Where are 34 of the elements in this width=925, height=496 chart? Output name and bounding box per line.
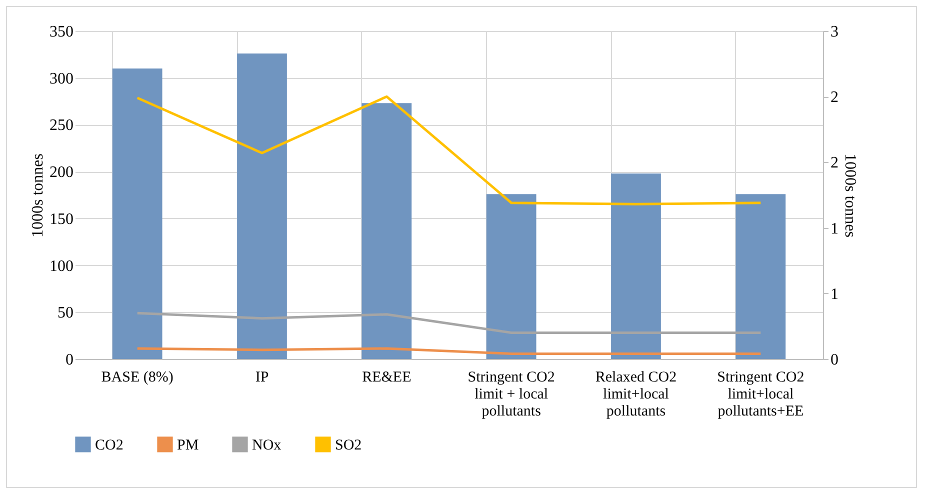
x-tick-label: RE&EE <box>362 370 412 386</box>
bar <box>611 173 661 359</box>
y-tick-label: 200 <box>50 164 74 182</box>
y-axis-title: 1000s tonnes <box>30 154 46 238</box>
x-tick-label: BASE (8%) <box>101 370 174 386</box>
legend-label: SO2 <box>335 437 362 454</box>
x-tick-label: Stringent CO2 limit+local pollutants+EE <box>717 370 804 420</box>
y2-tick-label: 1 <box>830 220 838 238</box>
y-tick-label: 50 <box>58 304 74 322</box>
y2-axis-title: 1000s tonnes <box>842 154 858 238</box>
bar <box>237 53 287 359</box>
line-series <box>136 312 762 334</box>
y2-tick-label: 3 <box>830 24 838 40</box>
y2-tick-label: 1 <box>830 286 838 303</box>
x-tick-label: Stringent CO2 limit + local pollutants <box>468 370 555 420</box>
y2-tick-label: 2 <box>830 89 838 106</box>
y-tick-label: 0 <box>66 352 74 368</box>
bar <box>736 194 786 359</box>
y-tick-label: 300 <box>50 70 74 88</box>
bar <box>362 103 412 359</box>
y2-tick-label: 0 <box>830 352 838 368</box>
x-tick-label: Relaxed CO2 limit+local pollutants <box>595 370 677 420</box>
y-tick-label: 100 <box>50 258 74 275</box>
legend-label: CO2 <box>95 437 124 454</box>
x-tick-label: IP <box>255 370 269 386</box>
legend-label: NOx <box>252 437 282 454</box>
legend-label: PM <box>177 437 199 454</box>
y-tick-label: 350 <box>50 24 74 40</box>
y-tick-label: 150 <box>50 210 74 228</box>
bar <box>486 194 536 359</box>
y2-tick-label: 2 <box>830 154 838 172</box>
bar <box>112 68 162 359</box>
y-tick-label: 250 <box>50 117 74 134</box>
line-series <box>136 95 762 206</box>
